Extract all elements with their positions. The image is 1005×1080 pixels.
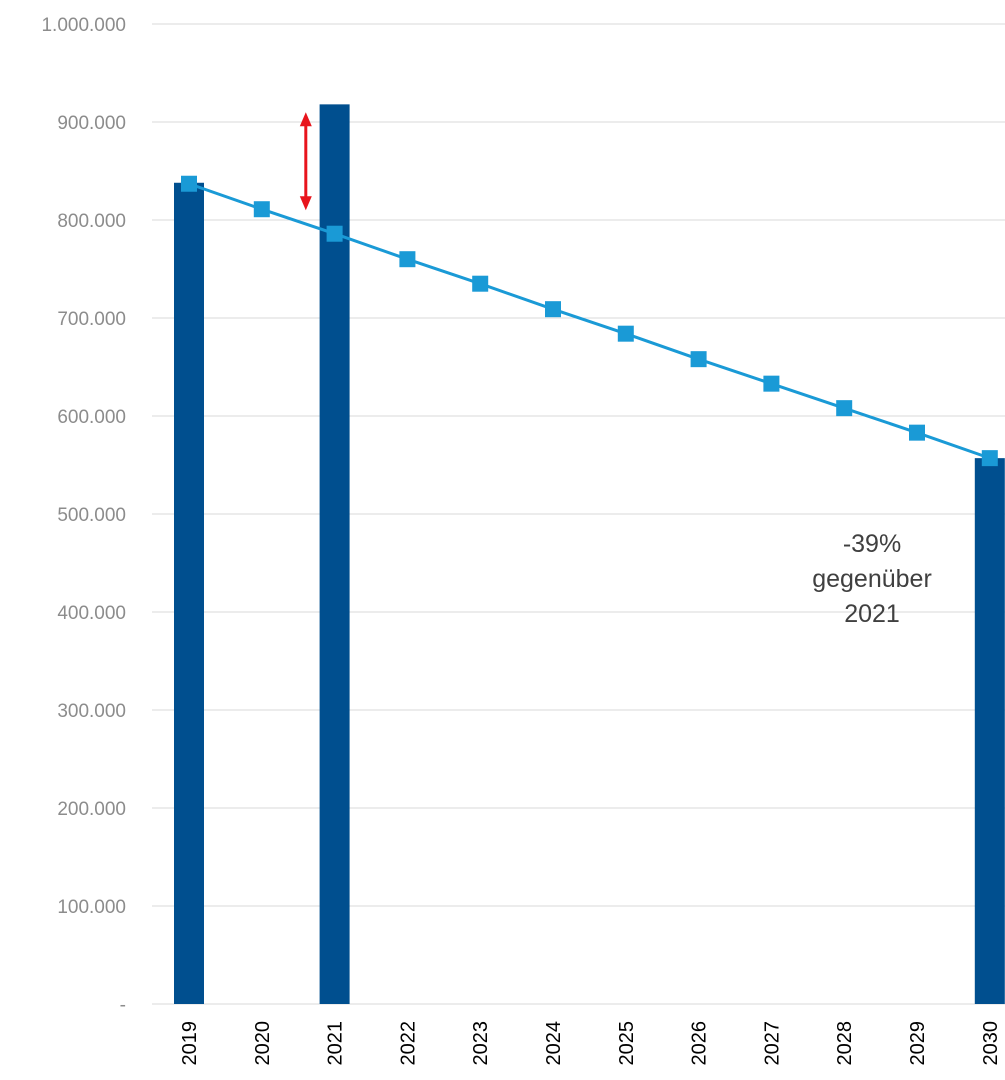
x-tick-label: 2028 (834, 1021, 856, 1066)
line-point (472, 275, 489, 292)
y-tick-label: 100.000 (57, 897, 126, 918)
line-point (909, 424, 925, 441)
arrow-head-up (299, 112, 312, 127)
x-tick-label: 2021 (325, 1021, 347, 1066)
line-point (399, 251, 416, 268)
difference-arrow (299, 112, 312, 211)
y-tick-label: 300.000 (57, 701, 126, 722)
x-tick-label: 2024 (543, 1021, 565, 1066)
x-tick-label: 2022 (397, 1021, 419, 1066)
y-axis-ticks: - 100.000 200.000 300.000 400.000 500.000 600.… (41, 15, 126, 1016)
y-tick-label: - (120, 995, 126, 1016)
line-path (188, 182, 991, 460)
y-tick-label: 900.000 (57, 113, 126, 134)
x-tick-label: 2030 (980, 1021, 1002, 1065)
x-tick-label: 2027 (761, 1021, 783, 1066)
line-point (326, 225, 343, 242)
x-tick-label: 2020 (252, 1021, 274, 1066)
line-point (253, 201, 270, 218)
bar-series (174, 104, 1005, 1005)
line-point (545, 301, 561, 318)
x-tick-label: 2026 (689, 1021, 711, 1066)
annotation-line-2: gegenüber (812, 565, 932, 593)
y-tick-label: 400.000 (57, 603, 126, 624)
line-point (836, 400, 853, 417)
line-point (617, 325, 634, 342)
x-tick-label: 2029 (907, 1021, 929, 1066)
line-point (690, 351, 707, 368)
annotation-line-3: 2021 (844, 600, 900, 628)
bar (174, 182, 204, 1004)
arrow-head-down (299, 196, 312, 211)
line-point (981, 450, 998, 467)
y-tick-label: 800.000 (57, 211, 126, 232)
bar (974, 458, 1005, 1004)
x-axis-ticks: 2019 2020 2021 2022 2023 2024 2025 2026 2027 2028… (179, 1021, 1002, 1066)
y-tick-label: 500.000 (57, 505, 126, 526)
x-tick-label: 2023 (470, 1021, 492, 1066)
y-tick-label: 1.000.000 (41, 15, 126, 36)
y-tick-label: 700.000 (57, 309, 126, 330)
x-tick-label: 2019 (179, 1021, 201, 1066)
line-point (181, 175, 197, 192)
gridlines (152, 23, 1005, 1005)
annotation-line-1: -39% (843, 530, 901, 558)
line-point (763, 375, 780, 392)
bar (319, 104, 350, 1005)
y-tick-label: 200.000 (57, 799, 126, 820)
x-tick-label: 2025 (616, 1021, 638, 1066)
line-series (181, 175, 998, 467)
y-tick-label: 600.000 (57, 407, 126, 428)
